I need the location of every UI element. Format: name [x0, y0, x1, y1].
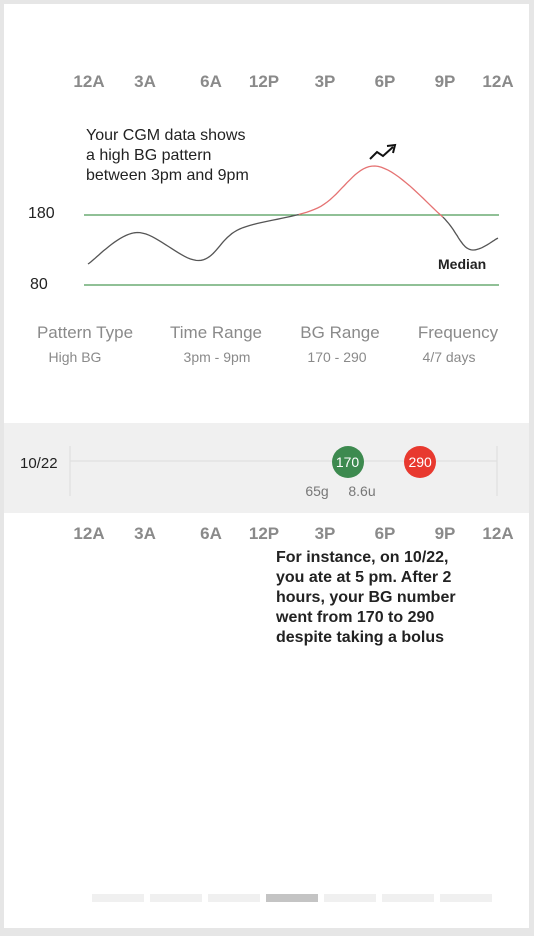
stat-value: 4/7 days: [422, 349, 476, 365]
y-axis-label: 80: [30, 276, 48, 293]
time-label: 12P: [248, 524, 280, 543]
time-label: 12P: [248, 72, 280, 91]
y-axis-label: 180: [28, 205, 55, 222]
stat-label: Pattern Type: [36, 323, 134, 342]
pattern-card: 12A 3A 6A 12P 3P 6P 9P 12A Your CGM data…: [4, 4, 529, 928]
time-label: 3A: [134, 524, 156, 543]
time-label: 12A: [73, 524, 105, 543]
time-label: 3P: [314, 72, 336, 91]
time-label: 6A: [200, 72, 222, 91]
example-message-line: you ate at 5 pm. After 2: [276, 569, 452, 586]
time-label: 6P: [374, 72, 396, 91]
insight-message-line: between 3pm and 9pm: [86, 167, 249, 184]
insight-message-line: a high BG pattern: [86, 147, 212, 164]
stat-label: Time Range: [170, 323, 262, 342]
trend-up-arrow-icon: [369, 143, 397, 160]
stat-value: 3pm - 9pm: [183, 349, 251, 365]
stat-label: Frequency: [417, 323, 499, 342]
example-message-line: despite taking a bolus: [276, 629, 445, 646]
time-label: 3A: [134, 72, 156, 91]
stat-label: BG Range: [300, 323, 380, 342]
page-indicator: [92, 894, 492, 902]
bg-pattern-chart: [84, 143, 499, 286]
time-label: 9P: [434, 524, 456, 543]
median-line-high-segment: [298, 165, 444, 218]
time-label: 12A: [482, 524, 514, 543]
insight-message-line: Your CGM data shows: [86, 127, 246, 144]
insight-message: Your CGM data shows a high BG pattern be…: [86, 126, 249, 186]
time-label: 3P: [314, 524, 336, 543]
median-legend: Median: [438, 256, 487, 272]
time-label: 12A: [73, 72, 105, 91]
example-message-line: hours, your BG number: [276, 589, 456, 606]
bg-reading-bubble[interactable]: 170: [331, 446, 364, 478]
page-indicator-dot[interactable]: [440, 894, 492, 902]
time-label: 6A: [200, 524, 222, 543]
example-message-line: For instance, on 10/22,: [276, 549, 449, 566]
insulin-value: 8.6u: [348, 483, 376, 499]
stat-value: 170 - 290: [307, 349, 367, 365]
time-label: 9P: [434, 72, 456, 91]
day-date-label: 10/22: [20, 455, 58, 472]
page-indicator-dot[interactable]: [324, 894, 376, 902]
stat-value: High BG: [48, 349, 102, 365]
median-line: [87, 213, 299, 265]
page-indicator-dot[interactable]: [150, 894, 202, 902]
page-indicator-dot[interactable]: [382, 894, 434, 902]
page-indicator-dot[interactable]: [266, 894, 318, 902]
page-indicator-dot[interactable]: [208, 894, 260, 902]
carbs-value: 65g: [305, 483, 329, 499]
time-label: 6P: [374, 524, 396, 543]
bg-reading-bubble[interactable]: 290: [404, 446, 437, 478]
median-line: [442, 216, 499, 251]
example-message-line: went from 170 to 290: [276, 609, 435, 626]
time-label: 12A: [482, 72, 514, 91]
example-message: For instance, on 10/22, you ate at 5 pm.…: [276, 548, 456, 648]
day-detail-band: [4, 423, 529, 513]
page-indicator-dot[interactable]: [92, 894, 144, 902]
